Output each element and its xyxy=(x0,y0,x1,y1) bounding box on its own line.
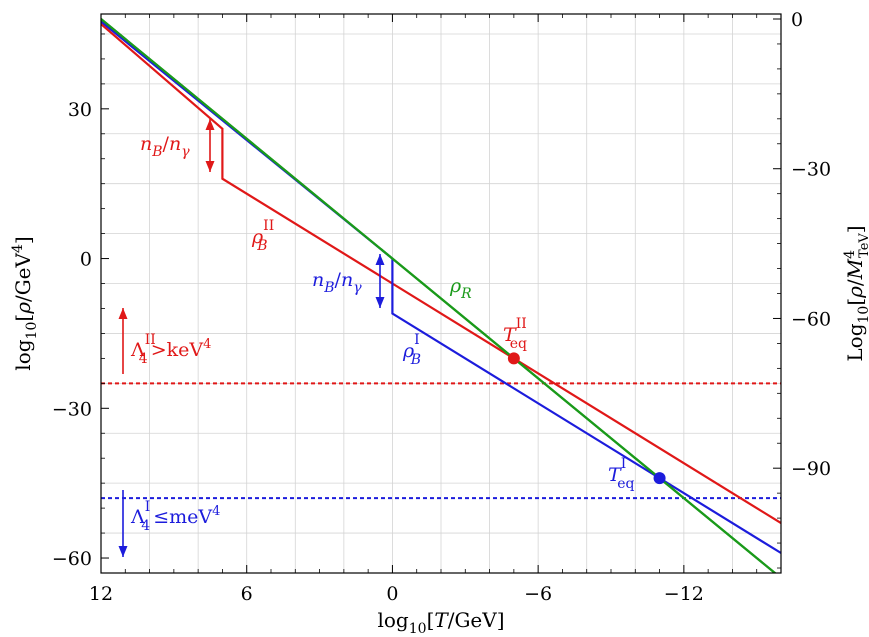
lambda-ii-arrow-head xyxy=(118,308,128,319)
x-tick-label: −6 xyxy=(524,583,552,605)
nb-ngamma-label-i: nB/nγ xyxy=(312,269,362,296)
series-layer xyxy=(101,18,781,573)
grid xyxy=(100,14,782,573)
nb-arrow-i xyxy=(375,254,385,308)
x-axis-label: log10[T/GeV] xyxy=(377,608,504,637)
y2-tick-label: −30 xyxy=(791,159,831,181)
y-tick-label: −30 xyxy=(52,398,92,420)
x-tick-label: 12 xyxy=(89,583,113,605)
lambda-ii-label: ΛII 4 >keV4 xyxy=(130,332,211,367)
y2-axis-label: Log10[ρ/M4TeV] xyxy=(842,225,869,361)
lambda-i-arrow-head xyxy=(118,546,128,557)
y-tick-label: −60 xyxy=(52,548,92,570)
lambda-i-arrow xyxy=(118,490,128,557)
ticks-layer: 12 6 0 −6 −12 30 0 −30 −60 0 −30 −60 −90 xyxy=(52,9,831,605)
nb-arrow-i-head xyxy=(375,297,385,308)
y2-tick-label: −60 xyxy=(791,308,831,330)
rho-r-line-top xyxy=(101,18,777,573)
rho-r-label: ρR​ xyxy=(449,275,472,302)
teq-i-point xyxy=(653,472,666,485)
rho-b-ii-line xyxy=(101,23,781,525)
nb-ngamma-label-ii: nB/nγ xyxy=(140,133,190,160)
teq-ii-point xyxy=(507,352,520,365)
nb-arrow-i-head xyxy=(375,254,385,265)
y-tick-label: 30 xyxy=(68,99,92,121)
nb-arrow-ii-head xyxy=(205,119,215,130)
series-clip xyxy=(101,18,781,573)
x-tick-label: 0 xyxy=(386,583,398,605)
y2-tick-label: 0 xyxy=(791,9,803,31)
x-tick-label: 6 xyxy=(241,583,253,605)
y2-tick-label: −90 xyxy=(791,458,831,480)
y-axis-label: log10[ρ/GeV4] xyxy=(10,236,40,370)
nb-arrow-ii xyxy=(205,119,215,172)
nb-arrow-ii-head xyxy=(205,161,215,172)
lambda-ii-arrow xyxy=(118,308,128,374)
y-tick-label: 0 xyxy=(80,249,92,271)
rho-b-i-label: ρIB​ xyxy=(402,332,421,368)
x-tick-label: −12 xyxy=(664,583,704,605)
lambda-i-label: ΛI 4 ≤meV4 xyxy=(130,499,220,534)
